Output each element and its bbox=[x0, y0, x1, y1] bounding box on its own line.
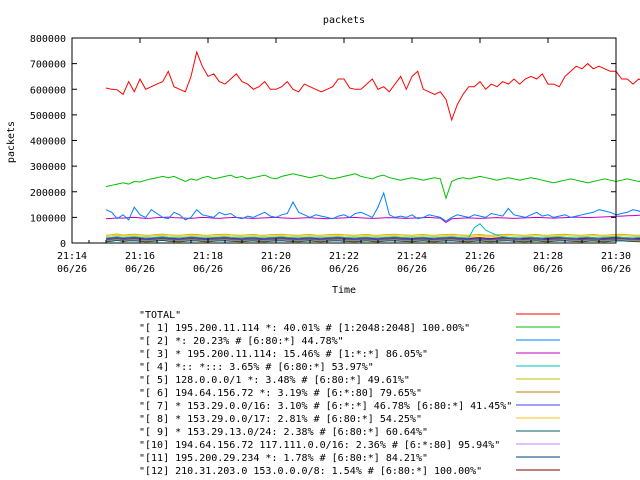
y-tick-label: 500000 bbox=[30, 111, 66, 122]
legend-label-6: "[ 6] 194.64.156.72 *: 3.19% # [6:*:80] … bbox=[139, 388, 422, 399]
chart-title: packets bbox=[323, 15, 365, 26]
x-tick-label: 21:16 bbox=[125, 251, 155, 262]
series-line-5 bbox=[105, 233, 640, 236]
legend-label-9: "[ 9] * 153.29.13.0/24: 2.38% # [6:80:*]… bbox=[139, 427, 428, 438]
x-tick-date-label: 06/26 bbox=[397, 264, 427, 275]
series-line-7 bbox=[105, 237, 640, 240]
series-line-8 bbox=[105, 234, 640, 238]
y-tick-label: 100000 bbox=[30, 213, 66, 224]
series-line-1 bbox=[105, 173, 640, 200]
y-tick-label: 700000 bbox=[30, 60, 66, 71]
x-tick-date-label: 06/26 bbox=[57, 264, 87, 275]
y-tick-label: 200000 bbox=[30, 188, 66, 199]
legend-label-0: "TOTAL" bbox=[139, 310, 181, 321]
x-tick-label: 21:20 bbox=[261, 251, 291, 262]
x-tick-date-label: 06/26 bbox=[329, 264, 359, 275]
x-tick-label: 21:22 bbox=[329, 251, 359, 262]
legend-label-3: "[ 3] * 195.200.11.114: 15.46% # [1:*:*]… bbox=[139, 349, 428, 360]
y-tick-label: 800000 bbox=[30, 34, 66, 45]
axes-layer: 0 100000 200000 300000 400000 500000 600000 700… bbox=[30, 34, 631, 275]
x-tick-date-label: 06/26 bbox=[193, 264, 223, 275]
x-tick-label: 21:28 bbox=[533, 251, 563, 262]
y-tick-label: 400000 bbox=[30, 137, 66, 148]
x-tick-label: 21:14 bbox=[57, 251, 87, 262]
legend-label-10: "[10] 194.64.156.72 117.111.0.0/16: 2.36… bbox=[139, 440, 500, 451]
x-tick-date-label: 06/26 bbox=[465, 264, 495, 275]
legend-label-8: "[ 8] * 153.29.0.0/17: 2.81% # [6:80:*] … bbox=[139, 414, 422, 425]
legend-label-2: "[ 2] *: 20.23% # [6:80:*] 44.78%" bbox=[139, 336, 344, 347]
y-tick-label: 600000 bbox=[30, 85, 66, 96]
legend-label-5: "[ 5] 128.0.0.0/1 *: 3.48% # [6:80:*] 49… bbox=[139, 375, 410, 386]
x-axis-label: Time bbox=[332, 285, 356, 296]
x-tick-date-label: 06/26 bbox=[601, 264, 631, 275]
x-tick-label: 21:24 bbox=[397, 251, 427, 262]
legend-label-12: "[12] 210.31.203.0 153.0.0.0/8: 1.54% # … bbox=[139, 466, 482, 477]
y-tick-label: 0 bbox=[60, 239, 66, 250]
legend-label-1: "[ 1] 195.200.11.114 *: 40.01% # [1:2048… bbox=[139, 323, 470, 334]
legend-label-4: "[ 4] *:: *::: 3.65% # [6:80:*] 53.97%" bbox=[139, 362, 374, 373]
x-tick-label: 21:18 bbox=[193, 251, 223, 262]
y-axis-label: packets bbox=[6, 121, 17, 163]
x-tick-label: 21:26 bbox=[465, 251, 495, 262]
x-tick-label: 21:30 bbox=[601, 251, 631, 262]
x-tick-date-label: 06/26 bbox=[261, 264, 291, 275]
series-line-4 bbox=[105, 223, 640, 239]
x-tick-date-label: 06/26 bbox=[125, 264, 155, 275]
legend-label-11: "[11] 195.200.29.234 *: 1.78% # [6:80:*]… bbox=[139, 453, 428, 464]
series-line-2 bbox=[105, 191, 640, 222]
legend: "TOTAL" "[ 1] 195.200.11.114 *: 40.01% # … bbox=[139, 310, 560, 477]
legend-label-7: "[ 7] * 153.29.0.0/16: 3.10% # [6:*:*] 4… bbox=[139, 401, 512, 412]
series-line-3 bbox=[105, 214, 640, 224]
x-tick-date-label: 06/26 bbox=[533, 264, 563, 275]
y-tick-label: 300000 bbox=[30, 162, 66, 173]
series-line-0 bbox=[105, 50, 640, 122]
